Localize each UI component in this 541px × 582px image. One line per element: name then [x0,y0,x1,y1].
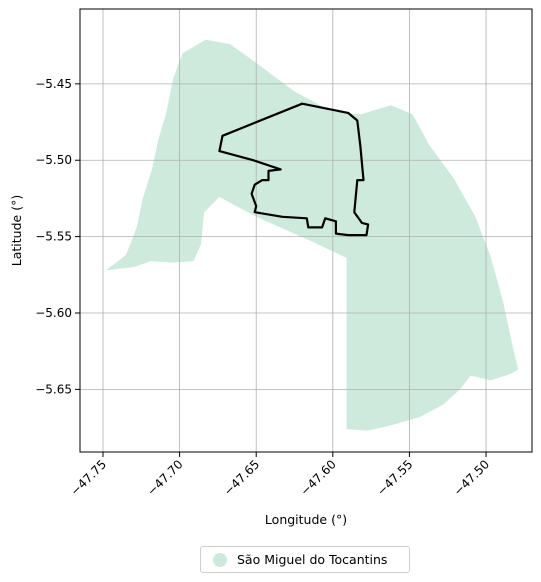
y-tick-label-3: −5.60 [35,306,72,320]
region-polygon [106,39,519,431]
plot-frame [79,8,533,453]
x-axis-label: Longitude (°) [265,512,347,527]
legend-label-sao-miguel-do-tocantins: São Miguel do Tocantins [237,552,388,567]
outline-polygon [218,102,370,237]
y-tick-label-1: −5.50 [35,153,72,167]
y-tick-label-4: −5.65 [35,382,72,396]
y-tick-label-0: −5.45 [35,77,72,91]
legend-marker [213,552,227,567]
plot-area [80,9,532,452]
y-tick-label-2: −5.55 [35,230,72,244]
y-axis-label: Latitude (°) [9,195,24,266]
legend: São Miguel do Tocantins [200,546,410,573]
